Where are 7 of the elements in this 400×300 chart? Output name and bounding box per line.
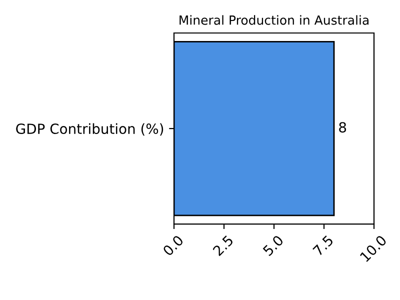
x-tick-label: 0.0 xyxy=(162,234,184,256)
x-tick-label: 7.5 xyxy=(312,234,334,256)
x-tick-label: 5.0 xyxy=(262,234,284,256)
chart-title: Mineral Production in Australia xyxy=(180,15,368,25)
x-tick-label: 2.5 xyxy=(212,234,234,256)
data-label: 8 xyxy=(339,122,346,133)
y-tick-label: GDP Contribution (%) xyxy=(16,123,164,136)
